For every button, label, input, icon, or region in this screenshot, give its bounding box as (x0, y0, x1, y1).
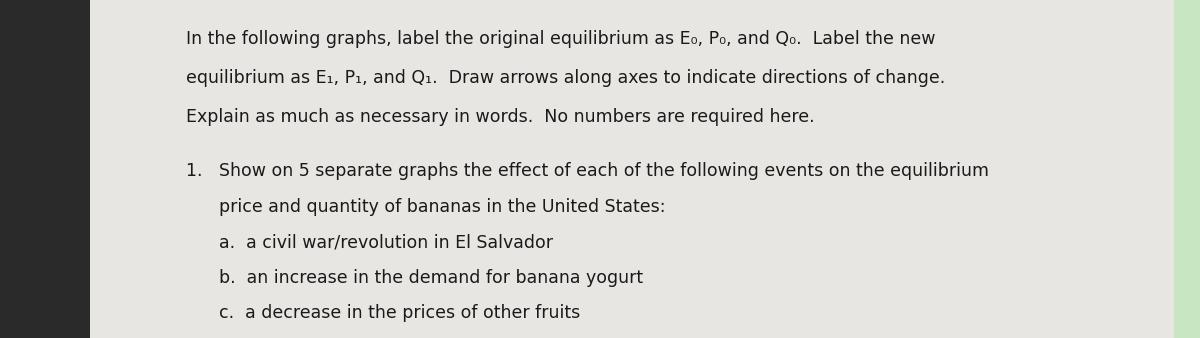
Text: b.  an increase in the demand for banana yogurt: b. an increase in the demand for banana … (186, 269, 643, 287)
Text: In the following graphs, label the original equilibrium as E₀, P₀, and Q₀.  Labe: In the following graphs, label the origi… (186, 30, 936, 48)
Text: c.  a decrease in the prices of other fruits: c. a decrease in the prices of other fru… (186, 304, 581, 322)
Bar (1174, 0, 1200, 338)
Text: equilibrium as E₁, P₁, and Q₁.  Draw arrows along axes to indicate directions of: equilibrium as E₁, P₁, and Q₁. Draw arro… (186, 69, 946, 87)
Bar (0, 0, 90, 338)
Text: Explain as much as necessary in words.  No numbers are required here.: Explain as much as necessary in words. N… (186, 108, 815, 126)
Text: a.  a civil war/revolution in El Salvador: a. a civil war/revolution in El Salvador (186, 233, 553, 251)
Text: 1.   Show on 5 separate graphs the effect of each of the following events on the: 1. Show on 5 separate graphs the effect … (186, 162, 989, 180)
Text: price and quantity of bananas in the United States:: price and quantity of bananas in the Uni… (186, 198, 666, 216)
